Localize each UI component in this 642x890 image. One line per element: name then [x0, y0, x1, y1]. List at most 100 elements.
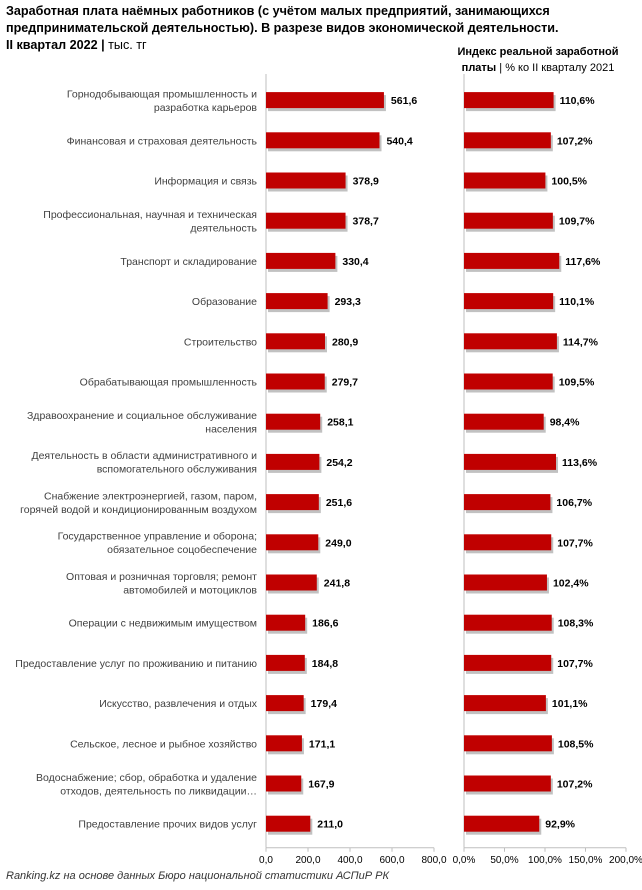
category-label: Деятельность в области административного… — [31, 450, 257, 476]
index-value-label: 113,6% — [562, 457, 598, 469]
category-label: Образование — [192, 296, 257, 308]
wage-bar — [266, 333, 325, 350]
wage-bar — [266, 132, 380, 149]
wage-bar — [266, 494, 319, 511]
index-bar — [464, 92, 554, 109]
index-tick-label: 100,0% — [528, 855, 562, 866]
wage-bar — [266, 614, 306, 631]
category-label: Предоставление услуг по проживанию и пит… — [15, 658, 257, 670]
wage-bar — [266, 695, 304, 712]
index-value-label: 110,1% — [559, 296, 595, 308]
index-bar — [464, 453, 557, 470]
wage-bar — [266, 453, 320, 470]
wage-value-label: 254,2 — [326, 457, 352, 469]
index-value-label: 107,2% — [557, 135, 593, 147]
index-value-label: 100,5% — [551, 176, 587, 188]
index-value-label: 117,6% — [565, 256, 601, 268]
wage-value-label: 167,9 — [308, 779, 334, 791]
wage-tick-label: 800,0 — [421, 855, 446, 866]
wage-value-label: 186,6 — [312, 618, 338, 630]
wage-value-label: 241,8 — [324, 578, 350, 590]
wage-bar — [266, 815, 311, 832]
index-bar — [464, 172, 546, 189]
wage-bar — [266, 413, 321, 430]
wage-bar — [266, 654, 305, 671]
index-value-label: 98,4% — [550, 417, 580, 429]
category-label: Искусство, развлечения и отдых — [99, 698, 258, 710]
wage-value-label: 561,6 — [391, 95, 417, 107]
wage-tick-label: 600,0 — [379, 855, 404, 866]
category-label: Горнодобывающая промышленность и разработ… — [67, 88, 258, 114]
wage-bar — [266, 534, 319, 551]
wage-bar — [266, 252, 336, 269]
index-bar — [464, 333, 557, 350]
index-tick-label: 150,0% — [569, 855, 603, 866]
index-value-label: 109,7% — [559, 216, 595, 228]
chart-title: Заработная плата наёмных работников (с у… — [6, 4, 559, 52]
right-subtitle-text: Индекс реальной заработной платы — [457, 46, 619, 74]
category-label: Обрабатывающая промышленность — [80, 377, 258, 389]
wage-value-label: 378,7 — [353, 216, 379, 228]
index-bar — [464, 815, 540, 832]
index-bar — [464, 252, 560, 269]
category-label: Здравоохранение и социальное обслуживани… — [27, 410, 257, 436]
index-bar — [464, 574, 547, 591]
wage-value-label: 540,4 — [386, 135, 412, 147]
index-bar — [464, 132, 551, 149]
wage-value-label: 293,3 — [335, 296, 361, 308]
index-bar — [464, 654, 552, 671]
index-value-label: 107,7% — [557, 537, 593, 549]
index-bar — [464, 534, 552, 551]
wage-tick-label: 0,0 — [259, 855, 273, 866]
title-unit: тыс. тг — [108, 38, 147, 52]
index-value-label: 101,1% — [552, 698, 588, 710]
category-label: Операции с недвижимым имуществом — [69, 618, 257, 630]
wage-bar — [266, 92, 384, 109]
wage-bar — [266, 373, 325, 390]
wage-bar — [266, 735, 302, 752]
right-subtitle-unit: % ко II кварталу 2021 — [505, 62, 615, 74]
index-value-label: 109,5% — [559, 377, 595, 389]
wage-bar — [266, 775, 302, 792]
wage-tick-label: 200,0 — [295, 855, 320, 866]
wage-value-label: 184,8 — [312, 658, 338, 670]
index-value-label: 107,7% — [557, 658, 593, 670]
index-bar — [464, 695, 546, 712]
index-value-label: 106,7% — [556, 497, 592, 509]
category-label: Строительство — [184, 336, 257, 348]
index-value-label: 110,6% — [560, 95, 596, 107]
category-label: Снабжение электроэнергией, газом, паром,… — [20, 490, 257, 515]
index-bar — [464, 494, 551, 511]
right-panel-subtitle: Индекс реальной заработной платы | % ко … — [457, 46, 619, 74]
index-value-label: 107,2% — [557, 779, 593, 791]
index-bar — [464, 614, 552, 631]
index-bar — [464, 293, 554, 310]
wage-value-label: 280,9 — [332, 336, 358, 348]
wage-value-label: 251,6 — [326, 497, 352, 509]
wage-value-label: 171,1 — [309, 738, 335, 750]
index-bar — [464, 775, 551, 792]
index-bar — [464, 413, 544, 430]
index-value-label: 92,9% — [545, 819, 575, 831]
wage-bar — [266, 172, 346, 189]
wage-bar — [266, 212, 346, 229]
category-label: Предоставление прочих видов услуг — [78, 819, 257, 831]
wage-value-label: 211,0 — [317, 819, 343, 831]
index-value-label: 108,3% — [558, 618, 594, 630]
index-bar — [464, 735, 552, 752]
title-text: Заработная плата наёмных работников (с у… — [6, 4, 559, 52]
wage-value-label: 378,9 — [353, 176, 379, 188]
category-label: Государственное управление и оборона; обя… — [58, 531, 258, 557]
category-label: Сельское, лесное и рыбное хозяйство — [70, 738, 257, 750]
index-tick-label: 0,0% — [453, 855, 476, 866]
category-label: Водоснабжение; сбор, обработка и удалени… — [36, 772, 257, 798]
source-note: Ranking.kz на основе данных Бюро национа… — [6, 870, 389, 882]
index-value-label: 114,7% — [563, 336, 599, 348]
index-value-label: 108,5% — [558, 738, 594, 750]
index-bar — [464, 212, 553, 229]
wage-value-label: 249,0 — [325, 537, 351, 549]
wage-value-label: 258,1 — [327, 417, 353, 429]
wage-value-label: 279,7 — [332, 377, 358, 389]
index-value-label: 102,4% — [553, 578, 589, 590]
